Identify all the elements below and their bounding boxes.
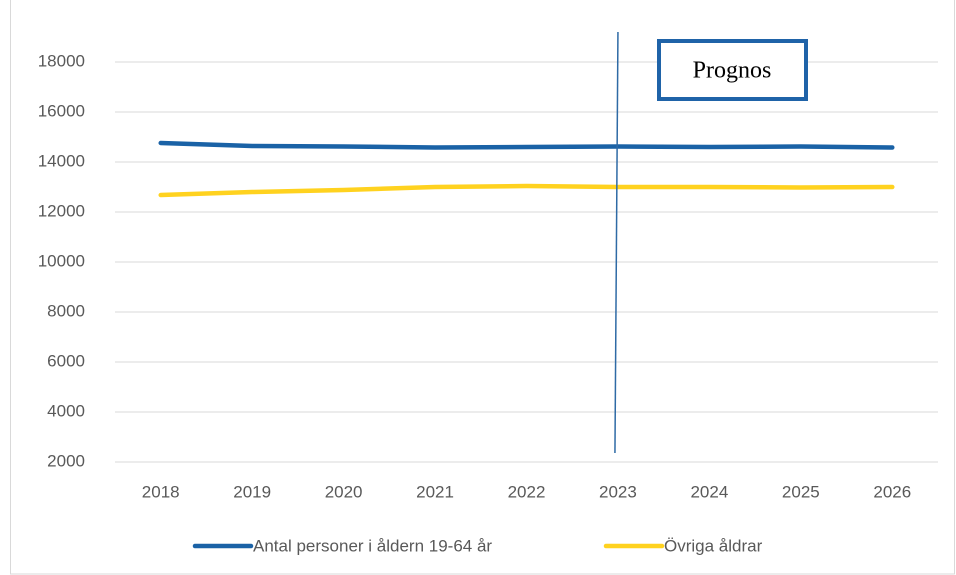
x-tick-label: 2022 bbox=[508, 482, 546, 501]
annotation-text: Prognos bbox=[693, 58, 772, 84]
y-tick-label: 12000 bbox=[38, 201, 85, 220]
forecast-divider bbox=[614, 31, 619, 454]
x-tick-label: 2025 bbox=[782, 482, 820, 501]
x-tick-label: 2021 bbox=[416, 482, 454, 501]
legend-label: Övriga åldrar bbox=[664, 536, 763, 555]
y-tick-label: 2000 bbox=[47, 451, 85, 470]
legend-label: Antal personer i åldern 19-64 år bbox=[253, 536, 492, 555]
y-tick-label: 18000 bbox=[38, 51, 85, 70]
series-line bbox=[158, 140, 895, 150]
x-tick-label: 2023 bbox=[599, 482, 637, 501]
x-tick-label: 2026 bbox=[873, 482, 911, 501]
y-tick-label: 14000 bbox=[38, 151, 85, 170]
y-tick-label: 8000 bbox=[47, 301, 85, 320]
series-line bbox=[158, 183, 895, 198]
annotation-box bbox=[657, 39, 808, 101]
y-tick-label: 4000 bbox=[47, 401, 85, 420]
y-tick-label: 16000 bbox=[38, 101, 85, 120]
x-tick-label: 2020 bbox=[325, 482, 363, 501]
x-tick-label: 2018 bbox=[142, 482, 180, 501]
y-tick-label: 10000 bbox=[38, 251, 85, 270]
x-tick-label: 2024 bbox=[690, 482, 728, 501]
x-tick-label: 2019 bbox=[233, 482, 271, 501]
y-tick-label: 6000 bbox=[47, 351, 85, 370]
